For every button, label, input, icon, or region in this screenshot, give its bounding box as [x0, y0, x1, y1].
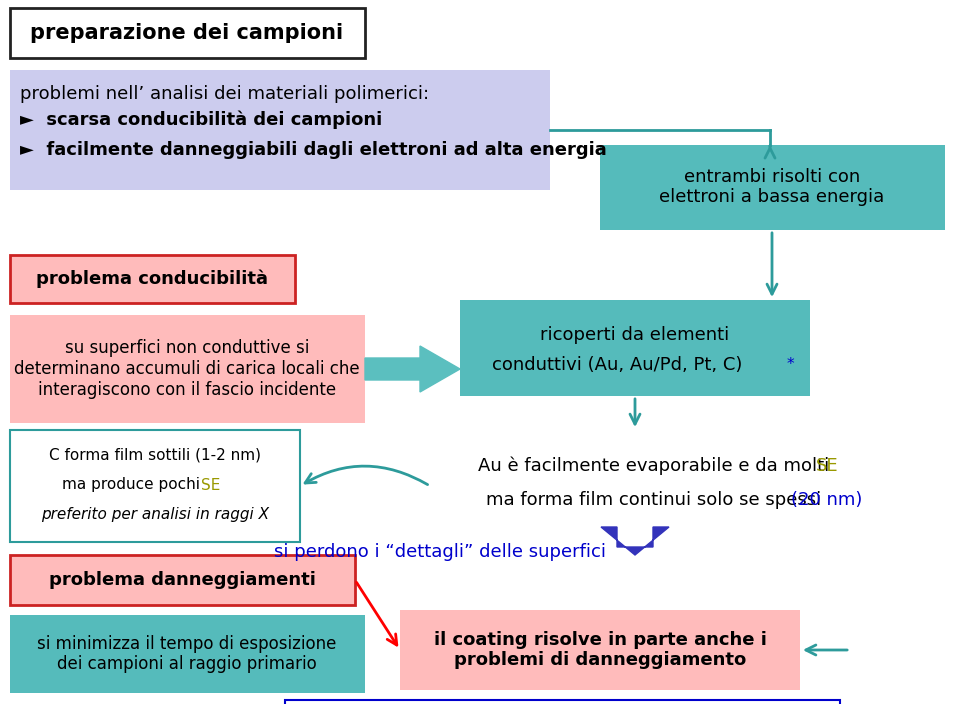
Text: problema danneggiamenti: problema danneggiamenti	[49, 571, 316, 589]
Text: ►  facilmente danneggiabili dagli elettroni ad alta energia: ► facilmente danneggiabili dagli elettro…	[20, 141, 607, 159]
FancyBboxPatch shape	[10, 430, 300, 542]
Text: (20 nm): (20 nm)	[791, 491, 863, 509]
Text: SE: SE	[816, 457, 838, 475]
Polygon shape	[601, 527, 669, 555]
Text: *: *	[786, 358, 794, 372]
FancyBboxPatch shape	[460, 300, 810, 396]
Text: SE: SE	[202, 477, 221, 493]
Text: entrambi risolti con
elettroni a bassa energia: entrambi risolti con elettroni a bassa e…	[660, 168, 884, 206]
Text: ►  scarsa conducibilità dei campioni: ► scarsa conducibilità dei campioni	[20, 111, 382, 130]
Text: il coating risolve in parte anche i
problemi di danneggiamento: il coating risolve in parte anche i prob…	[434, 631, 766, 670]
FancyBboxPatch shape	[10, 8, 365, 58]
Text: Au è facilmente evaporabile e da molti: Au è facilmente evaporabile e da molti	[478, 457, 835, 475]
Text: problemi nell’ analisi dei materiali polimerici:: problemi nell’ analisi dei materiali pol…	[20, 85, 429, 103]
Polygon shape	[365, 346, 460, 392]
FancyBboxPatch shape	[285, 700, 840, 704]
FancyBboxPatch shape	[10, 70, 550, 190]
Text: ricoperti da elementi: ricoperti da elementi	[540, 326, 730, 344]
FancyBboxPatch shape	[600, 145, 945, 230]
Text: problema conducibilità: problema conducibilità	[36, 270, 268, 288]
Text: ma produce pochi: ma produce pochi	[61, 477, 204, 493]
Text: si perdono i “dettagli” delle superfici: si perdono i “dettagli” delle superfici	[274, 543, 606, 561]
Text: ma forma film continui solo se spessi: ma forma film continui solo se spessi	[487, 491, 828, 509]
Text: preparazione dei campioni: preparazione dei campioni	[31, 23, 344, 43]
FancyBboxPatch shape	[10, 615, 365, 693]
FancyBboxPatch shape	[10, 555, 355, 605]
Text: C forma film sottili (1-2 nm): C forma film sottili (1-2 nm)	[49, 448, 261, 463]
Text: su superfici non conduttive si
determinano accumuli di carica locali che
interag: su superfici non conduttive si determina…	[14, 339, 360, 398]
FancyBboxPatch shape	[400, 610, 800, 690]
FancyBboxPatch shape	[10, 315, 365, 423]
Text: si minimizza il tempo di esposizione
dei campioni al raggio primario: si minimizza il tempo di esposizione dei…	[37, 634, 337, 674]
Text: conduttivi (Au, Au/Pd, Pt, C): conduttivi (Au, Au/Pd, Pt, C)	[492, 356, 742, 374]
Text: preferito per analisi in raggi X: preferito per analisi in raggi X	[41, 508, 269, 522]
FancyBboxPatch shape	[10, 255, 295, 303]
